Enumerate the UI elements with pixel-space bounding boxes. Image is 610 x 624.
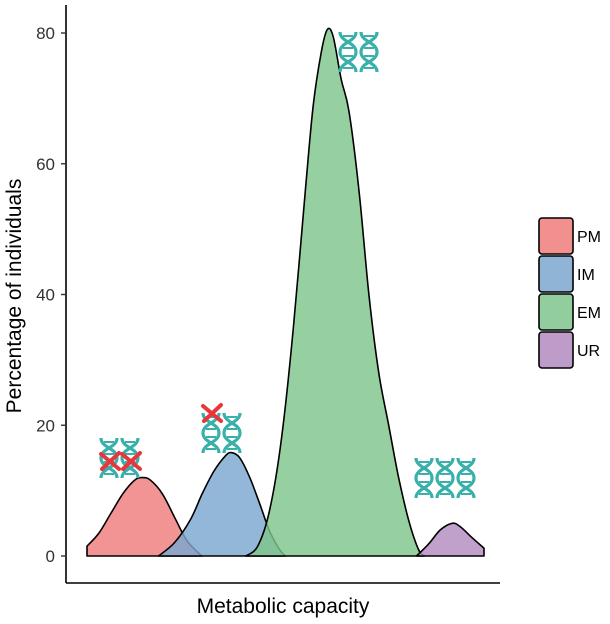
- y-tick-label-40: 40: [36, 286, 55, 305]
- dna-icon: [435, 456, 455, 500]
- dna-icon: [222, 411, 242, 455]
- dna-icon: [456, 456, 476, 500]
- y-axis-title: Percentage of individuals: [3, 179, 26, 414]
- y-tick-label-0: 0: [46, 547, 55, 566]
- dna-helix-icon: [338, 30, 358, 74]
- y-ticks: 0 20 40 60 80: [36, 24, 66, 566]
- x-axis-title: Metabolic capacity: [197, 595, 370, 618]
- area-em: [245, 27, 426, 557]
- dna-icon: [359, 30, 379, 74]
- legend-label-pm: PM: [577, 229, 601, 246]
- legend-label-ur: UR: [577, 343, 600, 360]
- dna-icon: [120, 436, 142, 480]
- dna-icon: [414, 456, 434, 500]
- dna-helix-icon: [414, 456, 434, 500]
- legend-key-ur: [538, 331, 574, 369]
- y-tick-label-60: 60: [36, 155, 55, 174]
- legend-key-pm: [538, 217, 574, 255]
- dna-icon: [99, 436, 121, 480]
- dna-helix-icon: [359, 30, 379, 74]
- dna-helix-icon: [456, 456, 476, 500]
- legend: PM IM EM UR: [538, 217, 601, 369]
- y-tick-label-20: 20: [36, 416, 55, 435]
- legend-key-em: [538, 293, 574, 331]
- area-ur: [415, 522, 485, 557]
- legend-label-em: EM: [577, 305, 601, 322]
- y-tick-label-80: 80: [36, 24, 55, 43]
- density-areas: [86, 27, 485, 557]
- dna-icon: [201, 403, 223, 455]
- legend-key-im: [538, 255, 574, 293]
- dna-helix-icon: [222, 411, 242, 455]
- dna-helix-icon: [435, 456, 455, 500]
- legend-label-im: IM: [577, 267, 595, 284]
- dna-icon: [338, 30, 358, 74]
